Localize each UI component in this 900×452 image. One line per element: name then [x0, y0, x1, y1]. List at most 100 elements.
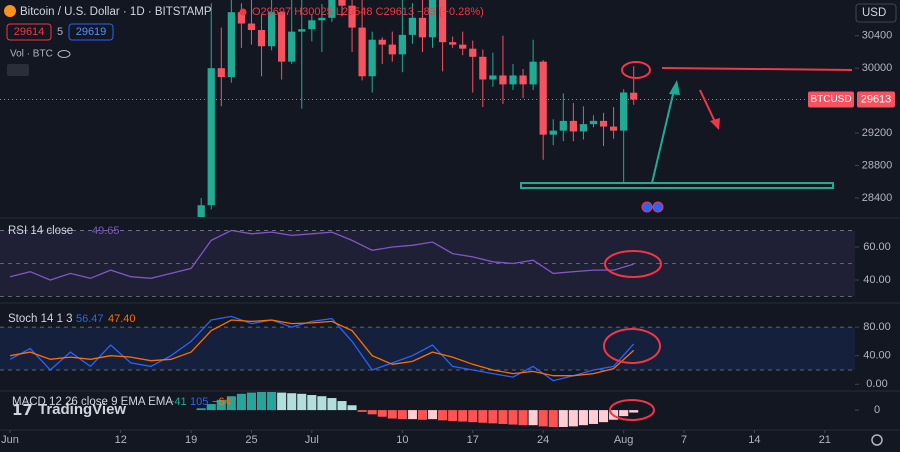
x-tick-label: 12 — [115, 434, 127, 446]
drawing-ellipse — [603, 328, 661, 364]
coin-icon — [4, 5, 16, 17]
collapse-button[interactable] — [7, 64, 29, 76]
buy-box[interactable] — [68, 23, 114, 41]
candle-body — [278, 12, 286, 62]
y-tick-label: 30000 — [862, 62, 893, 74]
status-dot — [239, 8, 247, 16]
indicator-line — [9, 229, 634, 281]
histogram-bar — [538, 410, 548, 427]
candle-body — [358, 27, 366, 77]
candle-body — [428, 0, 437, 38]
candle-body — [620, 92, 628, 131]
band-fill — [0, 327, 855, 370]
candle-body — [529, 61, 537, 85]
price-label-bg — [857, 91, 895, 108]
histogram-bar — [478, 410, 488, 423]
symbol-label: BTCUSD — [810, 94, 851, 105]
drawing-ellipse — [621, 61, 651, 79]
candle-body — [378, 39, 386, 45]
event-icon[interactable] — [641, 201, 653, 213]
volume-label: Vol · BTC — [10, 49, 53, 60]
candle-body — [418, 17, 427, 38]
histogram-bar — [377, 410, 387, 417]
drawing-arrow — [651, 89, 675, 184]
candle-body — [398, 34, 406, 55]
x-tick-label: 14 — [748, 434, 760, 446]
histogram-bar — [287, 393, 297, 411]
currency: USD — [862, 7, 886, 19]
x-tick-label: Aug — [614, 434, 634, 446]
x-tick-label: 7 — [681, 434, 687, 446]
histogram-bar — [528, 410, 538, 426]
macd-pane — [196, 392, 639, 427]
candle-body — [368, 39, 376, 77]
stoch-d-value: 47.40 — [108, 313, 136, 325]
y-tick-label: 29200 — [862, 127, 893, 139]
candle-body — [308, 20, 316, 30]
candle-body — [217, 68, 225, 78]
candle-body — [207, 68, 215, 206]
histogram-bar — [438, 410, 448, 421]
histogram-bar — [216, 399, 226, 411]
rsi-value: 49.65 — [92, 225, 120, 237]
x-tick-label: 21 — [819, 434, 831, 446]
y-tick-label: 30400 — [862, 30, 893, 42]
candle-body — [318, 17, 326, 21]
macd-value: 105 — [190, 396, 208, 408]
ohlc-legend: O29697 H30025 L29548 C29613 −83 (−0.28%) — [252, 6, 484, 18]
sell-box[interactable] — [6, 23, 52, 41]
candle-body — [559, 120, 567, 131]
candle-body — [438, 0, 447, 43]
x-tick-label: 17 — [467, 434, 479, 446]
candle-body — [589, 120, 598, 125]
drawing-arrow — [699, 89, 717, 125]
histogram-bar — [468, 410, 478, 423]
spread: 5 — [57, 26, 63, 38]
histogram-bar — [397, 410, 407, 420]
histogram-bar — [387, 410, 397, 419]
histogram-bar — [267, 392, 277, 411]
y-tick-label: 80.00 — [863, 321, 891, 333]
drawing-ellipse — [604, 250, 662, 278]
y-tick-label: 0 — [874, 404, 880, 416]
symbol-label-bg — [808, 91, 854, 108]
macd-value: −41 — [168, 396, 187, 408]
settings-icon[interactable] — [871, 434, 883, 446]
stoch-k-value: 56.47 — [76, 313, 104, 325]
candle-body — [197, 205, 205, 217]
y-tick-label: 28800 — [862, 159, 893, 171]
eye-icon[interactable] — [57, 50, 71, 58]
arrow-head — [710, 118, 720, 130]
histogram-bar — [196, 408, 206, 411]
candle-body — [509, 75, 517, 85]
currency-select[interactable] — [855, 3, 897, 23]
histogram-bar — [307, 395, 317, 411]
histogram-bar — [578, 410, 588, 426]
x-tick-label: Jul — [305, 434, 319, 446]
x-tick-label: 19 — [185, 434, 197, 446]
indicator-line — [9, 315, 635, 382]
candle-body — [288, 31, 296, 62]
candle-body — [519, 75, 527, 85]
symbol-title: Bitcoin / U.S. Dollar · 1D · BITSTAMP — [20, 6, 212, 18]
histogram-bar — [277, 392, 287, 411]
macd-legend: MACD 12 26 close 9 EMA EMA — [12, 396, 173, 408]
event-icon[interactable] — [652, 201, 664, 213]
candle-body — [338, 0, 346, 6]
candle-body — [237, 12, 246, 24]
price-pane — [0, 0, 855, 217]
histogram-bar — [558, 410, 568, 427]
candle-body — [479, 56, 487, 80]
y-tick-label: 40.00 — [863, 350, 891, 362]
candle-body — [449, 42, 457, 45]
histogram-bar — [297, 393, 307, 411]
histogram-bar — [337, 401, 347, 411]
ask-price: 29619 — [76, 26, 107, 38]
candle-body — [328, 0, 336, 18]
candle-body — [408, 17, 417, 35]
y-tick-label: 40.00 — [863, 274, 891, 286]
histogram-bar — [246, 392, 256, 411]
candle-body — [348, 5, 356, 28]
drawing-ellipse — [609, 399, 655, 421]
